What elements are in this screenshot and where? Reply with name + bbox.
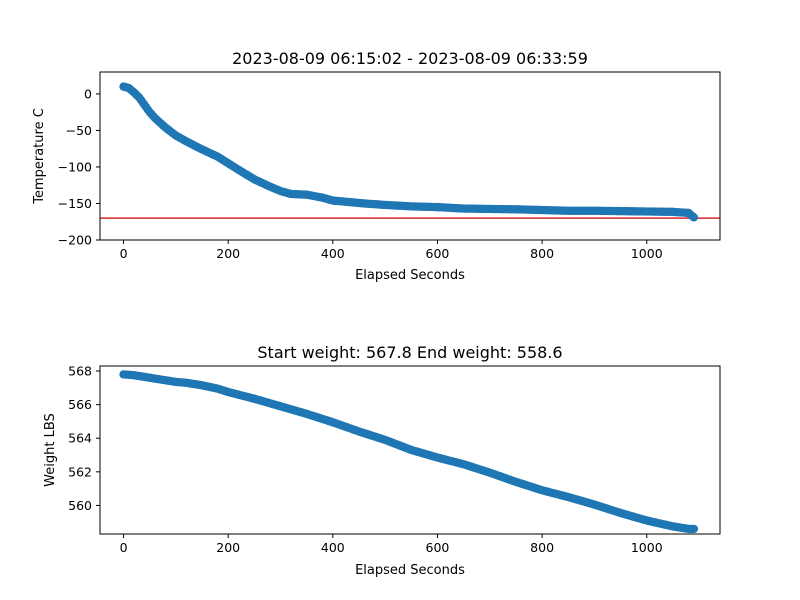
temperature-x-tick-label: 0: [120, 246, 128, 261]
weight-chart-title: Start weight: 567.8 End weight: 558.6: [257, 343, 562, 362]
weight-x-tick-label: 0: [120, 540, 128, 555]
weight-x-tick-label: 200: [216, 540, 240, 555]
weight-y-tick-label: 560: [68, 498, 92, 513]
temperature-y-tick-label: −50: [66, 123, 92, 138]
weight-x-axis-label: Elapsed Seconds: [355, 563, 465, 578]
temperature-x-tick-label: 600: [426, 246, 450, 261]
weight-x-tick-label: 400: [321, 540, 345, 555]
weight-chart: Start weight: 567.8 End weight: 558.6 0 2…: [43, 343, 721, 578]
weight-data-point: [689, 524, 699, 534]
temperature-chart: 2023-08-09 06:15:02 - 2023-08-09 06:33:5…: [32, 49, 721, 283]
temperature-plot-frame: [99, 71, 721, 241]
weight-x-tick-label: 600: [426, 540, 450, 555]
weight-y-tick-label: 566: [68, 397, 92, 412]
weight-y-axis-label: Weight LBS: [43, 413, 58, 487]
temperature-x-tick-label: 200: [216, 246, 240, 261]
temperature-y-tick-label: −100: [58, 159, 92, 174]
temperature-y-tick-label: −150: [58, 196, 92, 211]
temperature-x-tick-label: 400: [321, 246, 345, 261]
temperature-data-point: [689, 213, 699, 222]
weight-plot-frame: [99, 365, 721, 535]
weight-x-tick-label: 800: [530, 540, 554, 555]
weight-y-tick-label: 568: [68, 364, 92, 379]
temperature-y-tick-label: 0: [84, 86, 92, 101]
temperature-y-axis-label: Temperature C: [32, 108, 47, 205]
weight-y-tick-label: 562: [68, 464, 92, 479]
temperature-x-axis-label: Elapsed Seconds: [355, 268, 465, 283]
weight-x-tick-label: 1000: [631, 540, 663, 555]
temperature-x-tick-label: 800: [530, 246, 554, 261]
temperature-y-tick-label: −200: [58, 233, 92, 248]
weight-y-tick-label: 564: [68, 431, 92, 446]
temperature-chart-title: 2023-08-09 06:15:02 - 2023-08-09 06:33:5…: [232, 49, 588, 68]
temperature-x-tick-label: 1000: [631, 246, 663, 261]
